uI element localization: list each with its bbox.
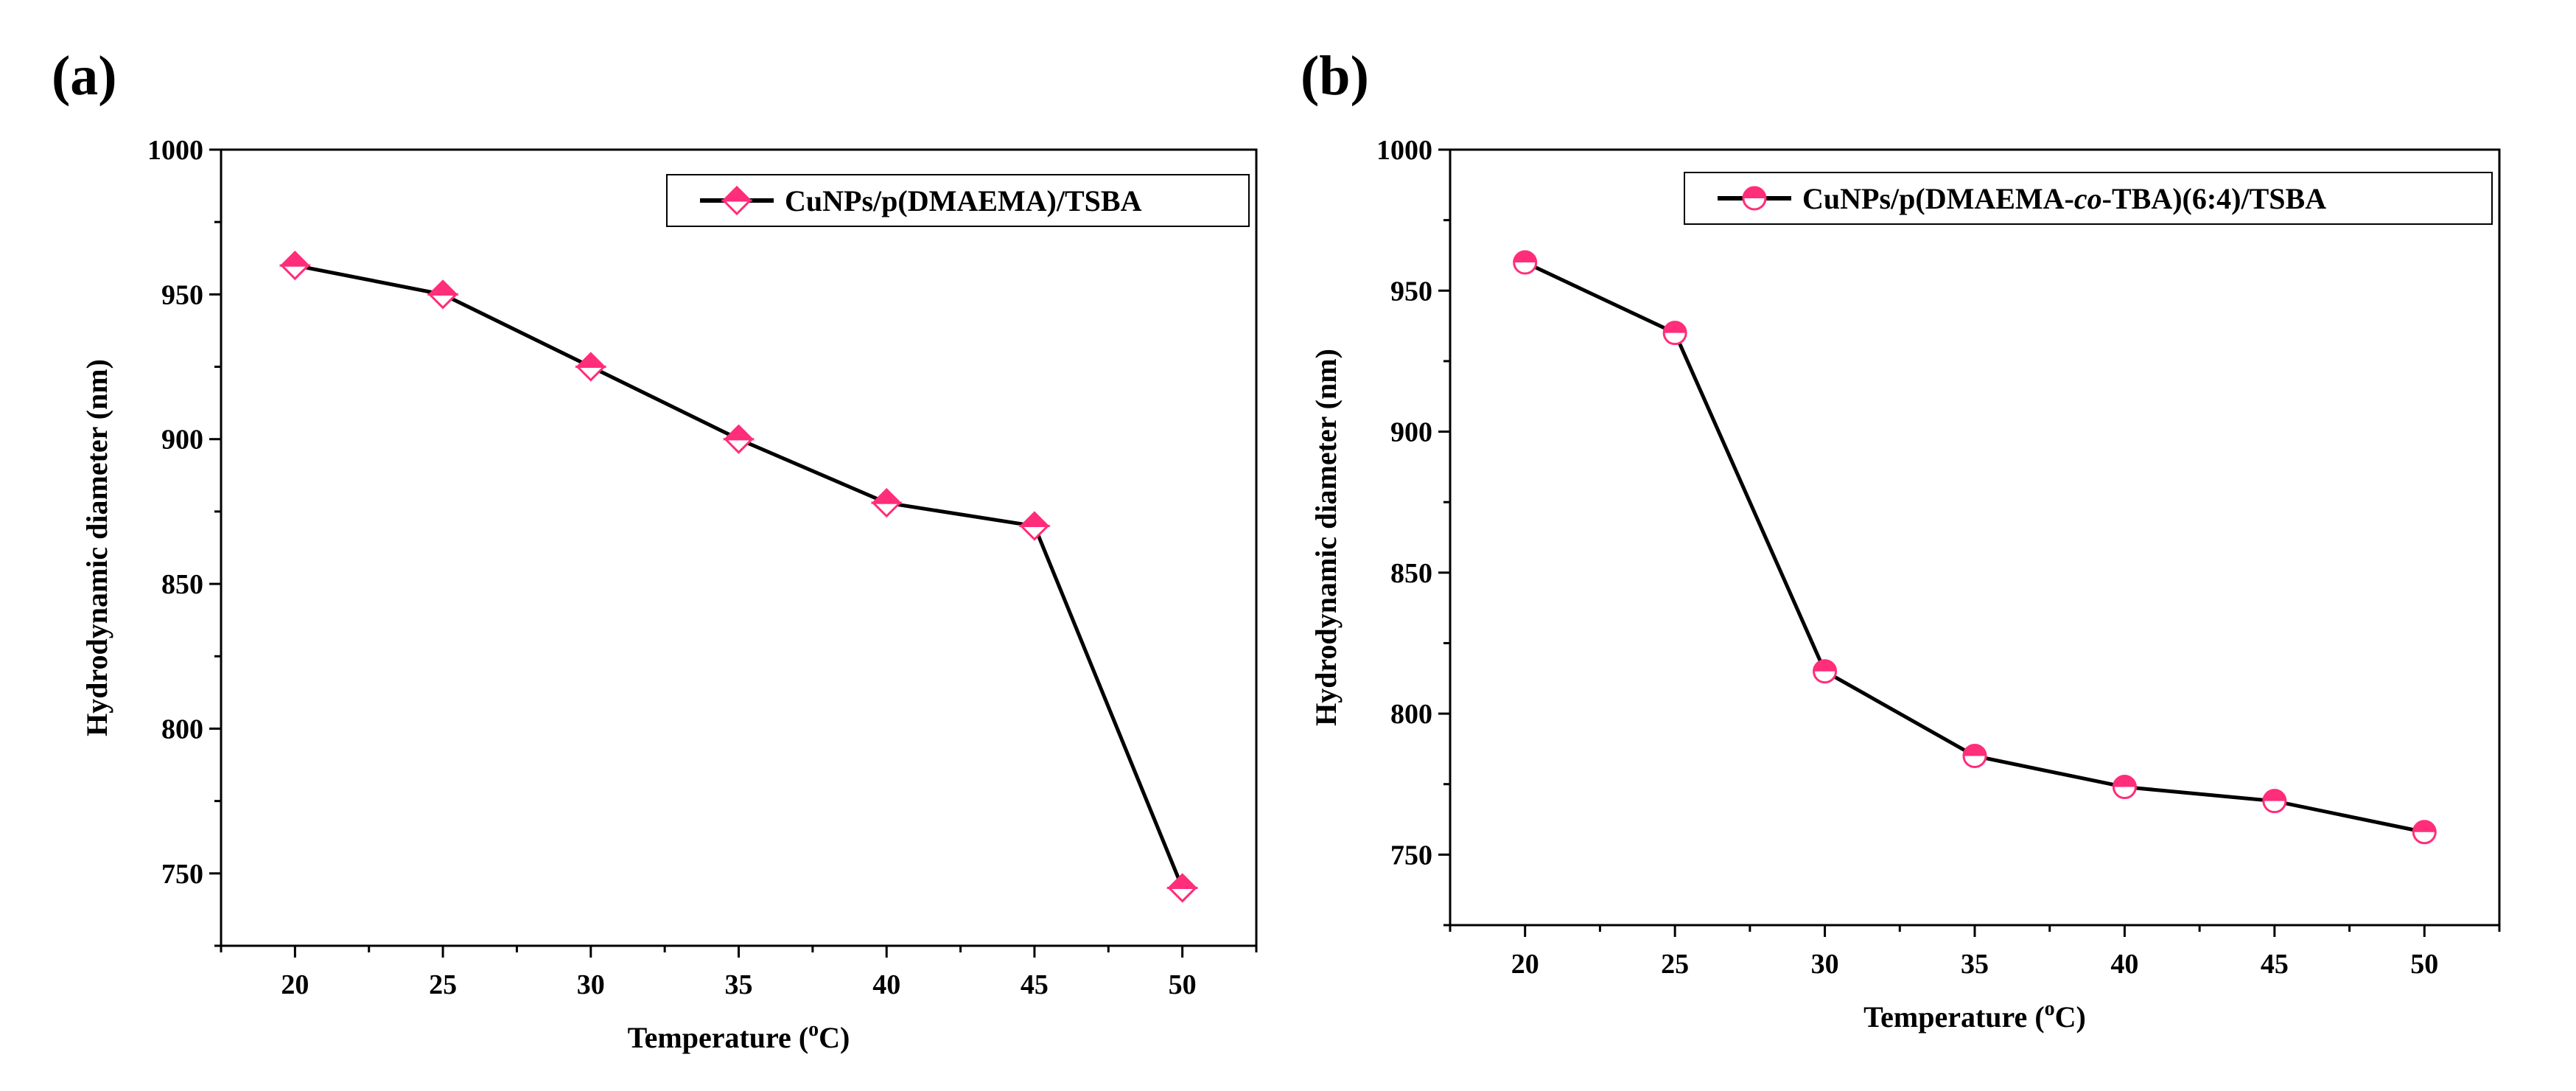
legend-label-part: -TBA)(6:4)/TSBA (2102, 182, 2327, 215)
data-point (870, 488, 903, 518)
y-tick-label: 800 (1390, 699, 1432, 730)
y-tick-label: 1000 (147, 135, 203, 166)
x-tick-label: 20 (1511, 949, 1539, 980)
data-point (1962, 743, 1987, 768)
data-point (575, 352, 607, 382)
marker-upper-half (2413, 820, 2436, 832)
x-tick-label: 25 (429, 969, 457, 1000)
legend-box (1684, 172, 2493, 225)
chart-a: (a) 20 25 30 35 40 45 50 750 800 850 900 950 1000 Temp… (52, 45, 1258, 1054)
marker-lower-half (427, 293, 459, 310)
data-point (2412, 820, 2437, 845)
marker-upper-half (279, 250, 311, 267)
panel-label: (b) (1301, 45, 1369, 107)
plot-frame (1449, 148, 2501, 927)
marker-upper-half (721, 185, 753, 202)
data-point (1166, 873, 1199, 903)
marker-lower-half (1166, 886, 1199, 903)
y-tick-label: 800 (161, 714, 203, 745)
marker-upper-half (870, 488, 903, 504)
marker-lower-half (722, 438, 755, 454)
legend-label: CuNPs/p(DMAEMA-co-TBA)(6:4)/TSBA (1802, 182, 2326, 215)
data-point (2112, 775, 2137, 800)
data-point (427, 279, 459, 310)
x-axis-title-end: C) (2055, 1000, 2086, 1034)
marker-upper-half (1166, 873, 1199, 889)
y-tick-label: 750 (1390, 840, 1432, 871)
x-axis-title: Temperature (oC) (628, 1018, 850, 1054)
marker-upper-half (722, 424, 755, 441)
marker-upper-half (1964, 745, 1986, 756)
plot-frame (220, 148, 1258, 947)
x-tick-label: 45 (2261, 949, 2289, 980)
y-tick-label: 900 (161, 425, 203, 456)
y-tick-label: 750 (161, 859, 203, 890)
x-tick-label: 35 (725, 969, 753, 1000)
marker-upper-half (1813, 660, 1836, 672)
data-point (1018, 511, 1051, 541)
x-tick-label: 30 (1811, 949, 1839, 980)
marker-upper-half (1513, 251, 1536, 263)
y-tick-label: 850 (1390, 558, 1432, 589)
marker-upper-half (1018, 511, 1051, 528)
marker-upper-half (2263, 790, 2286, 801)
y-axis-title: Hydrodynamic diameter (nm) (1309, 349, 1343, 726)
panel-label: (a) (52, 45, 117, 107)
legend-marker (1742, 186, 1767, 211)
legend-label: CuNPs/p(DMAEMA)/TSBA (785, 184, 1142, 217)
data-point (2262, 789, 2287, 814)
marker-upper-half (575, 352, 607, 369)
marker-lower-half (279, 264, 311, 281)
marker-upper-half (427, 279, 459, 296)
chart-b: (b) 20 25 30 35 40 45 50 750 800 850 900 950 1000 Temp… (1301, 45, 2501, 1034)
x-tick-label: 40 (2110, 949, 2138, 980)
x-tick-label: 20 (281, 969, 309, 1000)
y-axis-title: Hydrodynamic diameter (nm) (80, 359, 113, 736)
x-tick-label: 35 (1961, 949, 1989, 980)
x-axis-title-end: C) (819, 1021, 850, 1054)
x-tick-label: 50 (1169, 969, 1197, 1000)
data-point (279, 250, 311, 281)
legend-label-part: CuNPs/p(DMAEMA- (1802, 182, 2074, 215)
y-tick-label: 950 (1390, 276, 1432, 307)
legend-marker (721, 185, 753, 216)
x-axis-title-sup: o (2045, 997, 2055, 1020)
x-tick-label: 25 (1661, 949, 1689, 980)
x-tick-label: 50 (2410, 949, 2438, 980)
data-point (1513, 250, 1538, 275)
data-point (722, 424, 755, 454)
x-axis-title: Temperature (oC) (1863, 997, 2086, 1034)
marker-upper-half (1664, 321, 1687, 333)
y-tick-label: 900 (1390, 417, 1432, 448)
x-axis-title-main: Temperature ( (628, 1021, 809, 1054)
marker-upper-half (1743, 187, 1765, 198)
x-tick-label: 40 (872, 969, 900, 1000)
marker-lower-half (575, 366, 607, 382)
data-point (1813, 659, 1838, 684)
data-point (1662, 321, 1687, 346)
series-line (294, 263, 1184, 889)
legend-label-part: co (2074, 182, 2102, 215)
marker-lower-half (1018, 525, 1051, 541)
marker-lower-half (870, 501, 903, 518)
x-tick-label: 45 (1021, 969, 1049, 1000)
y-tick-label: 950 (161, 279, 203, 310)
x-axis-title-main: Temperature ( (1863, 1000, 2045, 1034)
x-axis-title-sup: o (808, 1018, 819, 1041)
marker-upper-half (2113, 775, 2136, 787)
y-tick-label: 850 (161, 569, 203, 600)
y-tick-label: 1000 (1376, 135, 1432, 166)
x-tick-label: 30 (577, 969, 605, 1000)
